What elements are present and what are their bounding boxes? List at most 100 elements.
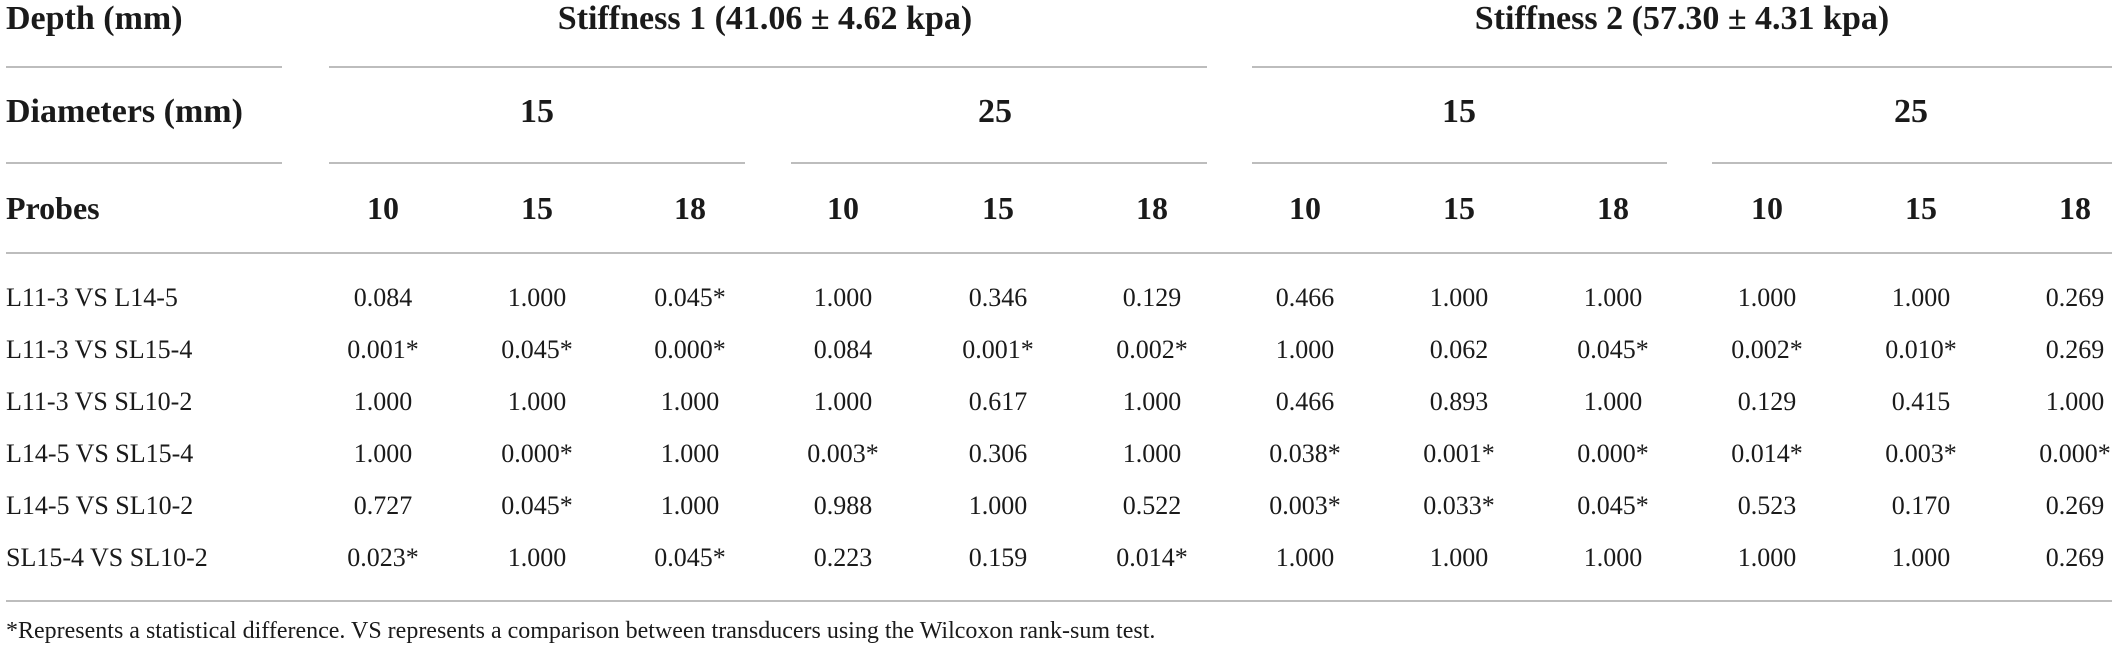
- table-cell: 0.269: [2045, 283, 2105, 312]
- table-cell: 1.000: [353, 387, 413, 416]
- row-label: L11-3 VS SL10-2: [6, 387, 193, 416]
- rule-header-bottom: [6, 252, 2112, 254]
- table-cell: 1.000: [1583, 283, 1643, 312]
- depth-col: 15: [1443, 190, 1475, 226]
- table-cell: 1.000: [660, 387, 720, 416]
- table-cell: 0.617: [968, 387, 1028, 416]
- table-cell: 1.000: [1429, 283, 1489, 312]
- table-cell: 1.000: [813, 283, 873, 312]
- table-cell: 0.045*: [501, 335, 573, 364]
- rule-stiffness1: [329, 66, 1207, 68]
- rule-diameters: [6, 162, 282, 164]
- table-cell: 0.010*: [1885, 335, 1957, 364]
- depth-col: 18: [2059, 190, 2091, 226]
- table-cell: 1.000: [968, 491, 1028, 520]
- rule-s1-25: [791, 162, 1207, 164]
- depth-col: 18: [674, 190, 706, 226]
- table-cell: 0.014*: [1731, 439, 1803, 468]
- row-label: L14-5 VS SL15-4: [6, 439, 194, 468]
- table-cell: 1.000: [660, 439, 720, 468]
- table-cell: 0.023*: [347, 543, 419, 572]
- table-cell: 0.038*: [1269, 439, 1341, 468]
- table-cell: 1.000: [507, 283, 567, 312]
- depth-col: 18: [1597, 190, 1629, 226]
- diameter-s2-15: 15: [1442, 93, 1476, 130]
- row-label: L11-3 VS SL15-4: [6, 335, 193, 364]
- probes-header: Probes: [6, 190, 100, 226]
- stiffness1-header: Stiffness 1 (41.06 ± 4.62 kpa): [557, 0, 973, 37]
- table-cell: 0.045*: [501, 491, 573, 520]
- table-cell: 1.000: [1122, 439, 1182, 468]
- table-cell: 0.129: [1122, 283, 1182, 312]
- table-cell: 0.466: [1275, 283, 1335, 312]
- table-cell: 0.415: [1891, 387, 1951, 416]
- rule-s1-15: [329, 162, 745, 164]
- rule-s2-15: [1252, 162, 1667, 164]
- table-cell: 0.269: [2045, 491, 2105, 520]
- table-cell: 0.001*: [1423, 439, 1495, 468]
- table-cell: 1.000: [1122, 387, 1182, 416]
- rule-stiffness2: [1252, 66, 2112, 68]
- table-cell: 0.522: [1122, 491, 1182, 520]
- table-cell: 0.045*: [654, 283, 726, 312]
- table-cell: 0.988: [813, 491, 873, 520]
- table-cell: 0.084: [353, 283, 413, 312]
- table-cell: 1.000: [1583, 387, 1643, 416]
- table-cell: 1.000: [1275, 335, 1335, 364]
- rule-table-bottom: [6, 600, 2112, 602]
- table-cell: 0.223: [813, 543, 873, 572]
- table-cell: 0.000*: [2039, 439, 2111, 468]
- table-cell: 0.000*: [1577, 439, 1649, 468]
- depth-col: 18: [1136, 190, 1168, 226]
- table-cell: 0.045*: [1577, 491, 1649, 520]
- rule-s2-25: [1712, 162, 2112, 164]
- table-cell: 0.170: [1891, 491, 1951, 520]
- table-cell: 0.033*: [1423, 491, 1495, 520]
- row-label: L11-3 VS L14-5: [6, 283, 178, 312]
- depth-col: 15: [982, 190, 1014, 226]
- table-cell: 0.269: [2045, 335, 2105, 364]
- table-cell: 0.002*: [1731, 335, 1803, 364]
- depth-col: 15: [521, 190, 553, 226]
- depth-col: 10: [1289, 190, 1321, 226]
- depth-col: 10: [1751, 190, 1783, 226]
- table-cell: 0.466: [1275, 387, 1335, 416]
- table-cell: 0.002*: [1116, 335, 1188, 364]
- table-cell: 0.003*: [1885, 439, 1957, 468]
- table-cell: 0.727: [353, 491, 413, 520]
- table-cell: 0.001*: [962, 335, 1034, 364]
- table-cell: 0.003*: [807, 439, 879, 468]
- table-cell: 1.000: [660, 491, 720, 520]
- table-cell: 0.014*: [1116, 543, 1188, 572]
- stiffness2-header: Stiffness 2 (57.30 ± 4.31 kpa): [1474, 0, 1890, 37]
- row-label: L14-5 VS SL10-2: [6, 491, 194, 520]
- diameter-s1-25: 25: [978, 93, 1012, 130]
- depth-header: Depth (mm): [6, 0, 183, 37]
- table-cell: 1.000: [353, 439, 413, 468]
- table-cell: 0.000*: [501, 439, 573, 468]
- diameter-s2-25: 25: [1894, 93, 1928, 130]
- table-cell: 1.000: [2045, 387, 2105, 416]
- table-cell: 1.000: [1429, 543, 1489, 572]
- row-label: SL15-4 VS SL10-2: [6, 543, 208, 572]
- table-cell: 1.000: [507, 543, 567, 572]
- table-cell: 0.269: [2045, 543, 2105, 572]
- table-cell: 1.000: [1737, 543, 1797, 572]
- depth-col: 15: [1905, 190, 1937, 226]
- table-cell: 1.000: [1891, 543, 1951, 572]
- table-cell: 0.084: [813, 335, 873, 364]
- table-cell: 0.001*: [347, 335, 419, 364]
- table-cell: 0.045*: [1577, 335, 1649, 364]
- table-cell: 0.523: [1737, 491, 1797, 520]
- rule-depth: [6, 66, 282, 68]
- table-cell: 1.000: [1583, 543, 1643, 572]
- table-cell: 1.000: [1891, 283, 1951, 312]
- table-cell: 0.129: [1737, 387, 1797, 416]
- table-cell: 0.159: [968, 543, 1028, 572]
- table-cell: 0.062: [1429, 335, 1489, 364]
- table-cell: 1.000: [1737, 283, 1797, 312]
- footnote: *Represents a statistical difference. VS…: [6, 618, 1156, 644]
- table-cell: 1.000: [1275, 543, 1335, 572]
- table-cell: 0.346: [968, 283, 1028, 312]
- depth-col: 10: [827, 190, 859, 226]
